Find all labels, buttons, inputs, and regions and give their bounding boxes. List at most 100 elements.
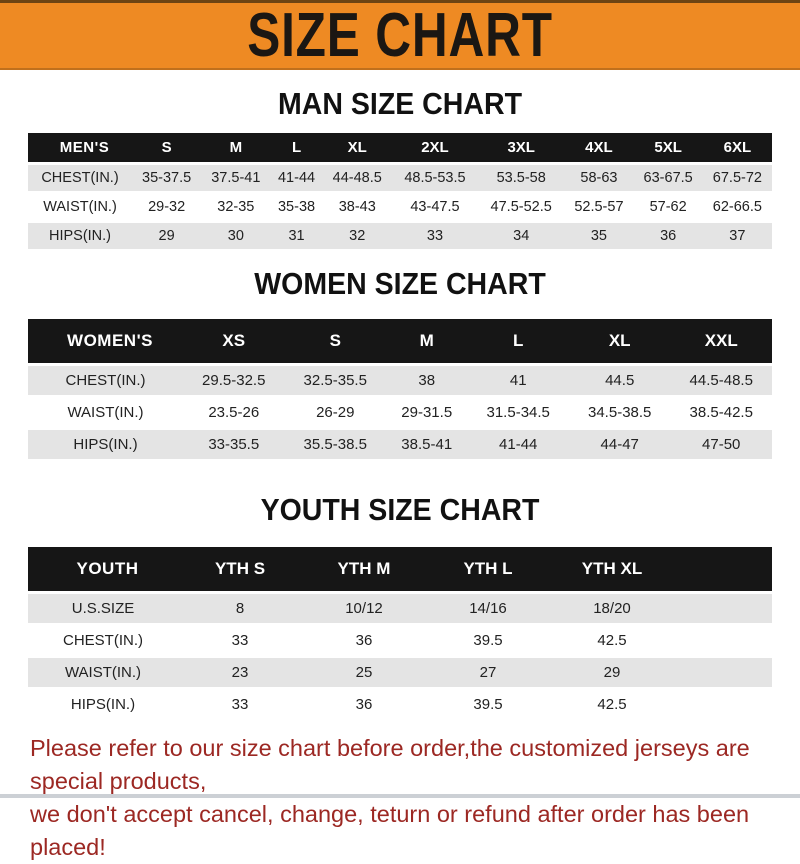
size-value-cell: 27 <box>426 658 550 687</box>
women-size-table: WOMEN'S XS S M L XL XXL CHEST(IN.) 29.5-32.5 32.5… <box>28 316 772 462</box>
size-value-cell: 37 <box>702 223 772 249</box>
size-value-cell: 44.5 <box>568 366 671 395</box>
footer-disclaimer-line1: Please refer to our size chart before or… <box>30 735 750 794</box>
size-value-cell: 34 <box>478 223 565 249</box>
size-value-cell: 41-44 <box>467 430 569 459</box>
table-row: WAIST(IN.) 23 25 27 29 <box>28 658 772 687</box>
size-value-cell: 34.5-38.5 <box>568 398 671 427</box>
bottom-edge-divider <box>0 794 800 798</box>
size-value-cell: 36 <box>633 223 703 249</box>
size-column-header: M <box>201 133 271 162</box>
measurement-row-label: HIPS(IN.) <box>28 223 132 249</box>
table-row: HIPS(IN.) 33-35.5 35.5-38.5 38.5-41 41-44 44-… <box>28 430 772 459</box>
size-table-header-row: YOUTH YTH S YTH M YTH L YTH XL <box>28 547 772 591</box>
table-row: U.S.SIZE 8 10/12 14/16 18/20 <box>28 594 772 623</box>
size-value-cell: 25 <box>302 658 426 687</box>
size-value-cell: 44-48.5 <box>322 165 392 191</box>
size-column-header: XXL <box>670 319 772 363</box>
table-group-label: YOUTH <box>28 547 178 591</box>
size-column-header: 6XL <box>702 133 772 162</box>
size-value-cell: 29 <box>550 658 674 687</box>
size-value-cell: 57-62 <box>633 194 703 220</box>
size-value-cell: 38.5-41 <box>386 430 468 459</box>
size-value-cell: 23 <box>178 658 302 687</box>
size-value-cell: 33 <box>391 223 479 249</box>
size-column-header: XL <box>322 133 392 162</box>
size-value-cell: 62-66.5 <box>702 194 772 220</box>
size-value-cell: 48.5-53.5 <box>391 165 479 191</box>
measurement-row-label: HIPS(IN.) <box>28 690 178 719</box>
measurement-row-label: HIPS(IN.) <box>28 430 183 459</box>
size-value-cell: 44.5-48.5 <box>670 366 772 395</box>
size-value-cell: 43-47.5 <box>391 194 479 220</box>
man-size-chart-heading: MAN SIZE CHART <box>277 86 523 121</box>
measurement-row-label: CHEST(IN.) <box>28 366 183 395</box>
size-value-cell: 29.5-32.5 <box>183 366 285 395</box>
table-row: CHEST(IN.) 33 36 39.5 42.5 <box>28 626 772 655</box>
women-size-chart-heading: WOMEN SIZE CHART <box>254 266 546 301</box>
banner-title: SIZE CHART <box>247 0 553 70</box>
measurement-row-label: WAIST(IN.) <box>28 398 183 427</box>
size-table-header-row: WOMEN'S XS S M L XL XXL <box>28 319 772 363</box>
filler-cell <box>674 626 772 655</box>
size-value-cell: 36 <box>302 626 426 655</box>
size-value-cell: 38 <box>386 366 468 395</box>
measurement-row-label: CHEST(IN.) <box>28 626 178 655</box>
size-column-header: YTH S <box>178 547 302 591</box>
size-value-cell: 35.5-38.5 <box>284 430 386 459</box>
size-column-header: YTH M <box>302 547 426 591</box>
size-chart-banner: SIZE CHART <box>0 0 800 70</box>
size-value-cell: 41 <box>467 366 569 395</box>
size-value-cell: 35 <box>564 223 634 249</box>
measurement-row-label: WAIST(IN.) <box>28 658 178 687</box>
size-column-header: L <box>270 133 323 162</box>
size-column-header: S <box>284 319 386 363</box>
size-value-cell: 23.5-26 <box>183 398 285 427</box>
size-value-cell: 33-35.5 <box>183 430 285 459</box>
size-value-cell: 37.5-41 <box>201 165 271 191</box>
size-column-header: S <box>132 133 202 162</box>
filler-header-cell <box>674 547 772 591</box>
size-value-cell: 31.5-34.5 <box>467 398 569 427</box>
size-column-header: XS <box>183 319 285 363</box>
size-value-cell: 58-63 <box>564 165 634 191</box>
table-row: WAIST(IN.) 29-32 32-35 35-38 38-43 43-47.5 47.… <box>28 194 772 220</box>
table-group-label: MEN'S <box>28 133 132 162</box>
size-value-cell: 53.5-58 <box>478 165 565 191</box>
size-value-cell: 29-31.5 <box>386 398 468 427</box>
size-value-cell: 30 <box>201 223 271 249</box>
size-value-cell: 63-67.5 <box>633 165 703 191</box>
size-column-header: 5XL <box>633 133 703 162</box>
size-value-cell: 41-44 <box>270 165 323 191</box>
size-value-cell: 31 <box>270 223 323 249</box>
size-column-header: YTH XL <box>550 547 674 591</box>
size-column-header: YTH L <box>426 547 550 591</box>
table-row: CHEST(IN.) 29.5-32.5 32.5-35.5 38 41 44.5 44.5… <box>28 366 772 395</box>
table-row: WAIST(IN.) 23.5-26 26-29 29-31.5 31.5-34.5 34… <box>28 398 772 427</box>
size-value-cell: 14/16 <box>426 594 550 623</box>
size-table-header-row: MEN'S S M L XL 2XL 3XL 4XL 5XL 6XL <box>28 133 772 162</box>
size-value-cell: 42.5 <box>550 690 674 719</box>
filler-cell <box>674 594 772 623</box>
size-value-cell: 42.5 <box>550 626 674 655</box>
size-column-header: L <box>467 319 569 363</box>
size-value-cell: 8 <box>178 594 302 623</box>
table-row: CHEST(IN.) 35-37.5 37.5-41 41-44 44-48.5 48.5… <box>28 165 772 191</box>
size-value-cell: 52.5-57 <box>564 194 634 220</box>
size-value-cell: 35-38 <box>270 194 323 220</box>
size-value-cell: 39.5 <box>426 626 550 655</box>
filler-cell <box>674 658 772 687</box>
size-column-header: 4XL <box>564 133 634 162</box>
size-value-cell: 33 <box>178 690 302 719</box>
table-row: HIPS(IN.) 29 30 31 32 33 34 35 36 37 <box>28 223 772 249</box>
size-value-cell: 47-50 <box>670 430 772 459</box>
size-value-cell: 29 <box>132 223 202 249</box>
footer-disclaimer-line2: we don't accept cancel, change, teturn o… <box>30 801 750 860</box>
size-value-cell: 39.5 <box>426 690 550 719</box>
size-value-cell: 18/20 <box>550 594 674 623</box>
size-value-cell: 35-37.5 <box>132 165 202 191</box>
men-size-table: MEN'S S M L XL 2XL 3XL 4XL 5XL 6XL CHEST(IN.) 35-37… <box>28 130 772 252</box>
size-column-header: 2XL <box>391 133 479 162</box>
size-column-header: M <box>386 319 468 363</box>
footer-disclaimer: Please refer to our size chart before or… <box>0 732 800 864</box>
